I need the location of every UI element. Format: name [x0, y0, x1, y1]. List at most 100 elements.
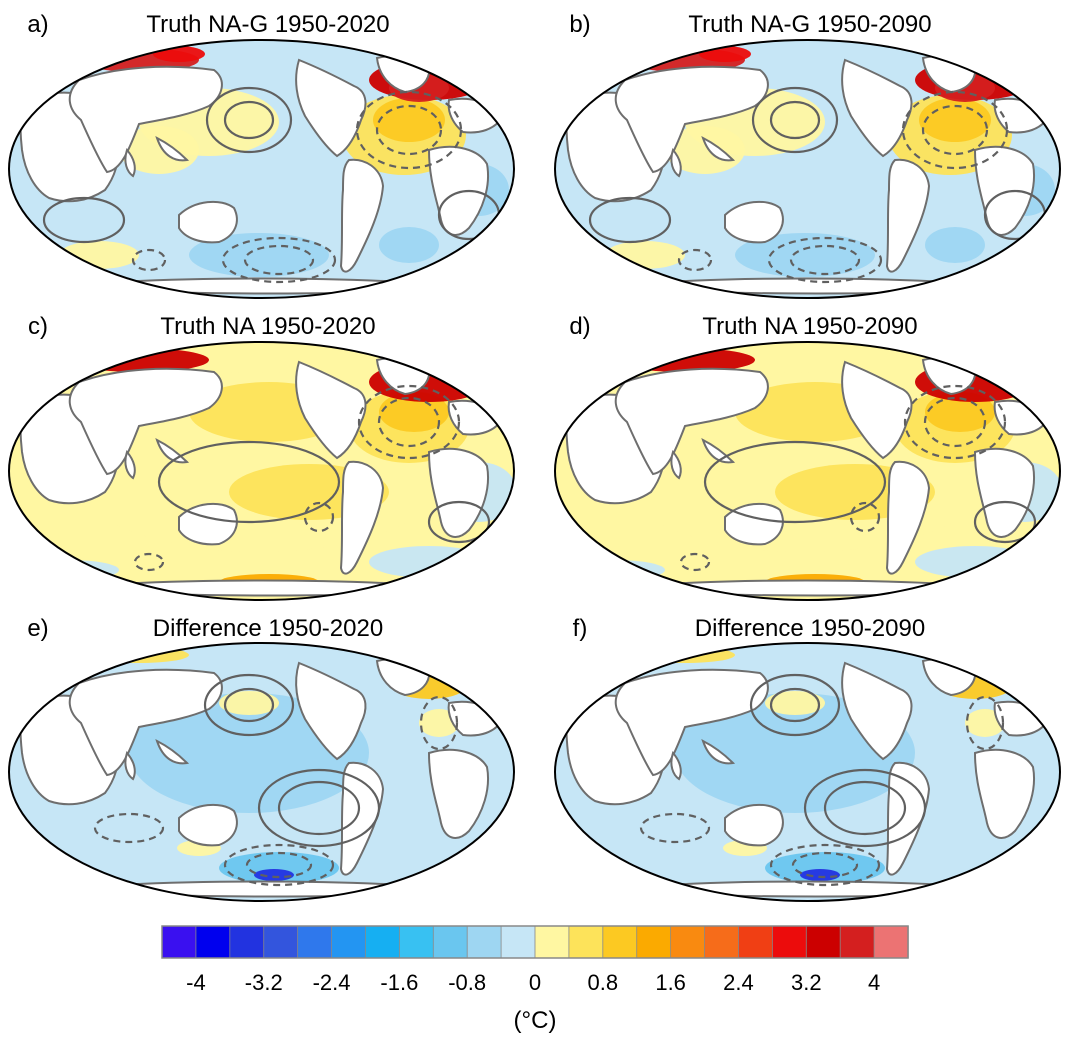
map-border [554, 642, 1061, 902]
anomaly-patch [59, 241, 139, 269]
contour-negative [921, 104, 989, 156]
colorbar-tick-label: -1.6 [380, 970, 418, 995]
colorbar-tick-label: 2.4 [723, 970, 754, 995]
panel-title: Truth NA 1950-2020 [160, 313, 375, 340]
map-border [8, 39, 515, 299]
contour-negative [223, 843, 335, 887]
contour-negative [419, 695, 459, 751]
map-f [555, 643, 1060, 901]
contour-negative [243, 244, 315, 276]
panel-title: Truth NA 1950-2090 [702, 313, 917, 340]
map-border [554, 341, 1061, 601]
anomaly-patch [615, 348, 755, 372]
anomaly-patch [605, 241, 685, 269]
panel-title: Truth NA-G 1950-2020 [146, 11, 389, 38]
colorbar-bin [432, 925, 468, 959]
anomaly-patch [925, 227, 985, 263]
panel-a: a) Truth NA-G 1950-2020 [8, 11, 515, 299]
anomaly-patch [699, 46, 751, 62]
colorbar-bin [195, 925, 231, 959]
contour-negative [923, 396, 987, 448]
colorbar-bin [365, 925, 401, 959]
contour-negative [377, 396, 441, 448]
anomaly-patch [219, 691, 279, 715]
colorbar-tick-label: 0.8 [588, 970, 619, 995]
colorbar-bin [636, 925, 672, 959]
panel-title: Difference 1950-2020 [153, 615, 383, 642]
colorbar-bin [670, 925, 706, 959]
colorbar: -4 -3.2 -2.4 -1.6 -0.8 0 0.8 1.6 2.4 3.2 4 (°C) [161, 925, 909, 1034]
colorbar-tick-label: -0.8 [448, 970, 486, 995]
contour-positive [588, 196, 672, 244]
colorbar-tick-label: -4 [186, 970, 206, 995]
colorbar-bin [568, 925, 604, 959]
panel-b: b) Truth NA-G 1950-2090 [554, 11, 1061, 299]
map-border [8, 341, 515, 601]
contour-negative [245, 851, 313, 879]
colorbar-bin [873, 925, 909, 959]
colorbar-bin [805, 925, 841, 959]
colorbar-bin [704, 925, 740, 959]
anomaly-patch [565, 560, 665, 580]
contour-positive [973, 500, 1037, 544]
colorbar-bin [398, 925, 434, 959]
map-e [9, 643, 514, 901]
contour-positive [223, 100, 275, 140]
contour-negative [93, 812, 165, 844]
colorbar-tick-label: 3.2 [791, 970, 822, 995]
contour-negative [357, 384, 461, 460]
contour-positive [823, 780, 907, 836]
anomaly-patch [119, 126, 199, 174]
contour-negative [133, 552, 165, 572]
colorbar-bin [466, 925, 502, 959]
contour-positive [257, 768, 381, 848]
panel-label: e) [27, 615, 48, 642]
contour-negative [679, 552, 711, 572]
colorbar-tick-label: 1.6 [655, 970, 686, 995]
anomaly-patch [153, 46, 205, 62]
colorbar-tick-label: 0 [529, 970, 541, 995]
colorbar-tick-label: 4 [868, 970, 880, 995]
map-d [555, 342, 1060, 600]
contour-negative [789, 244, 861, 276]
colorbar-bin [263, 925, 299, 959]
panel-c: c) Truth NA 1950-2020 [8, 313, 515, 601]
contour-positive [203, 673, 295, 737]
contour-negative [903, 384, 1007, 460]
anomaly-patch [379, 392, 449, 432]
contour-negative [849, 501, 881, 533]
contour-positive [205, 86, 293, 154]
panel-label: f) [573, 615, 588, 642]
contour-negative [131, 248, 167, 272]
colorbar-bin [297, 925, 333, 959]
colorbar-bin [161, 925, 197, 959]
anomaly-patch [800, 869, 840, 881]
panel-label: d) [569, 313, 590, 340]
map-c [9, 342, 514, 600]
contour-negative [375, 104, 443, 156]
colorbar-bin [738, 925, 774, 959]
contour-positive [703, 440, 887, 524]
contour-positive [427, 500, 491, 544]
panel-label: c) [28, 313, 48, 340]
anomaly-patch [89, 647, 189, 663]
panel-title: Difference 1950-2090 [695, 615, 925, 642]
anomaly-patch [560, 257, 610, 273]
contour-positive [769, 687, 821, 723]
anomaly-patch [69, 348, 209, 372]
colorbar-bin [771, 925, 807, 959]
panel-f: f) Difference 1950-2090 [554, 615, 1061, 902]
colorbar-bin [534, 925, 570, 959]
contour-negative [221, 236, 337, 284]
contour-negative [901, 90, 1009, 170]
anomaly-patch [665, 126, 745, 174]
map-b [555, 40, 1060, 298]
map-border [8, 642, 515, 902]
anomaly-patch [915, 546, 1035, 578]
contour-negative [965, 695, 1005, 751]
anomaly-patch [925, 392, 995, 432]
anomaly-patch [919, 98, 991, 142]
contour-positive [42, 196, 126, 244]
contour-negative [791, 851, 859, 879]
